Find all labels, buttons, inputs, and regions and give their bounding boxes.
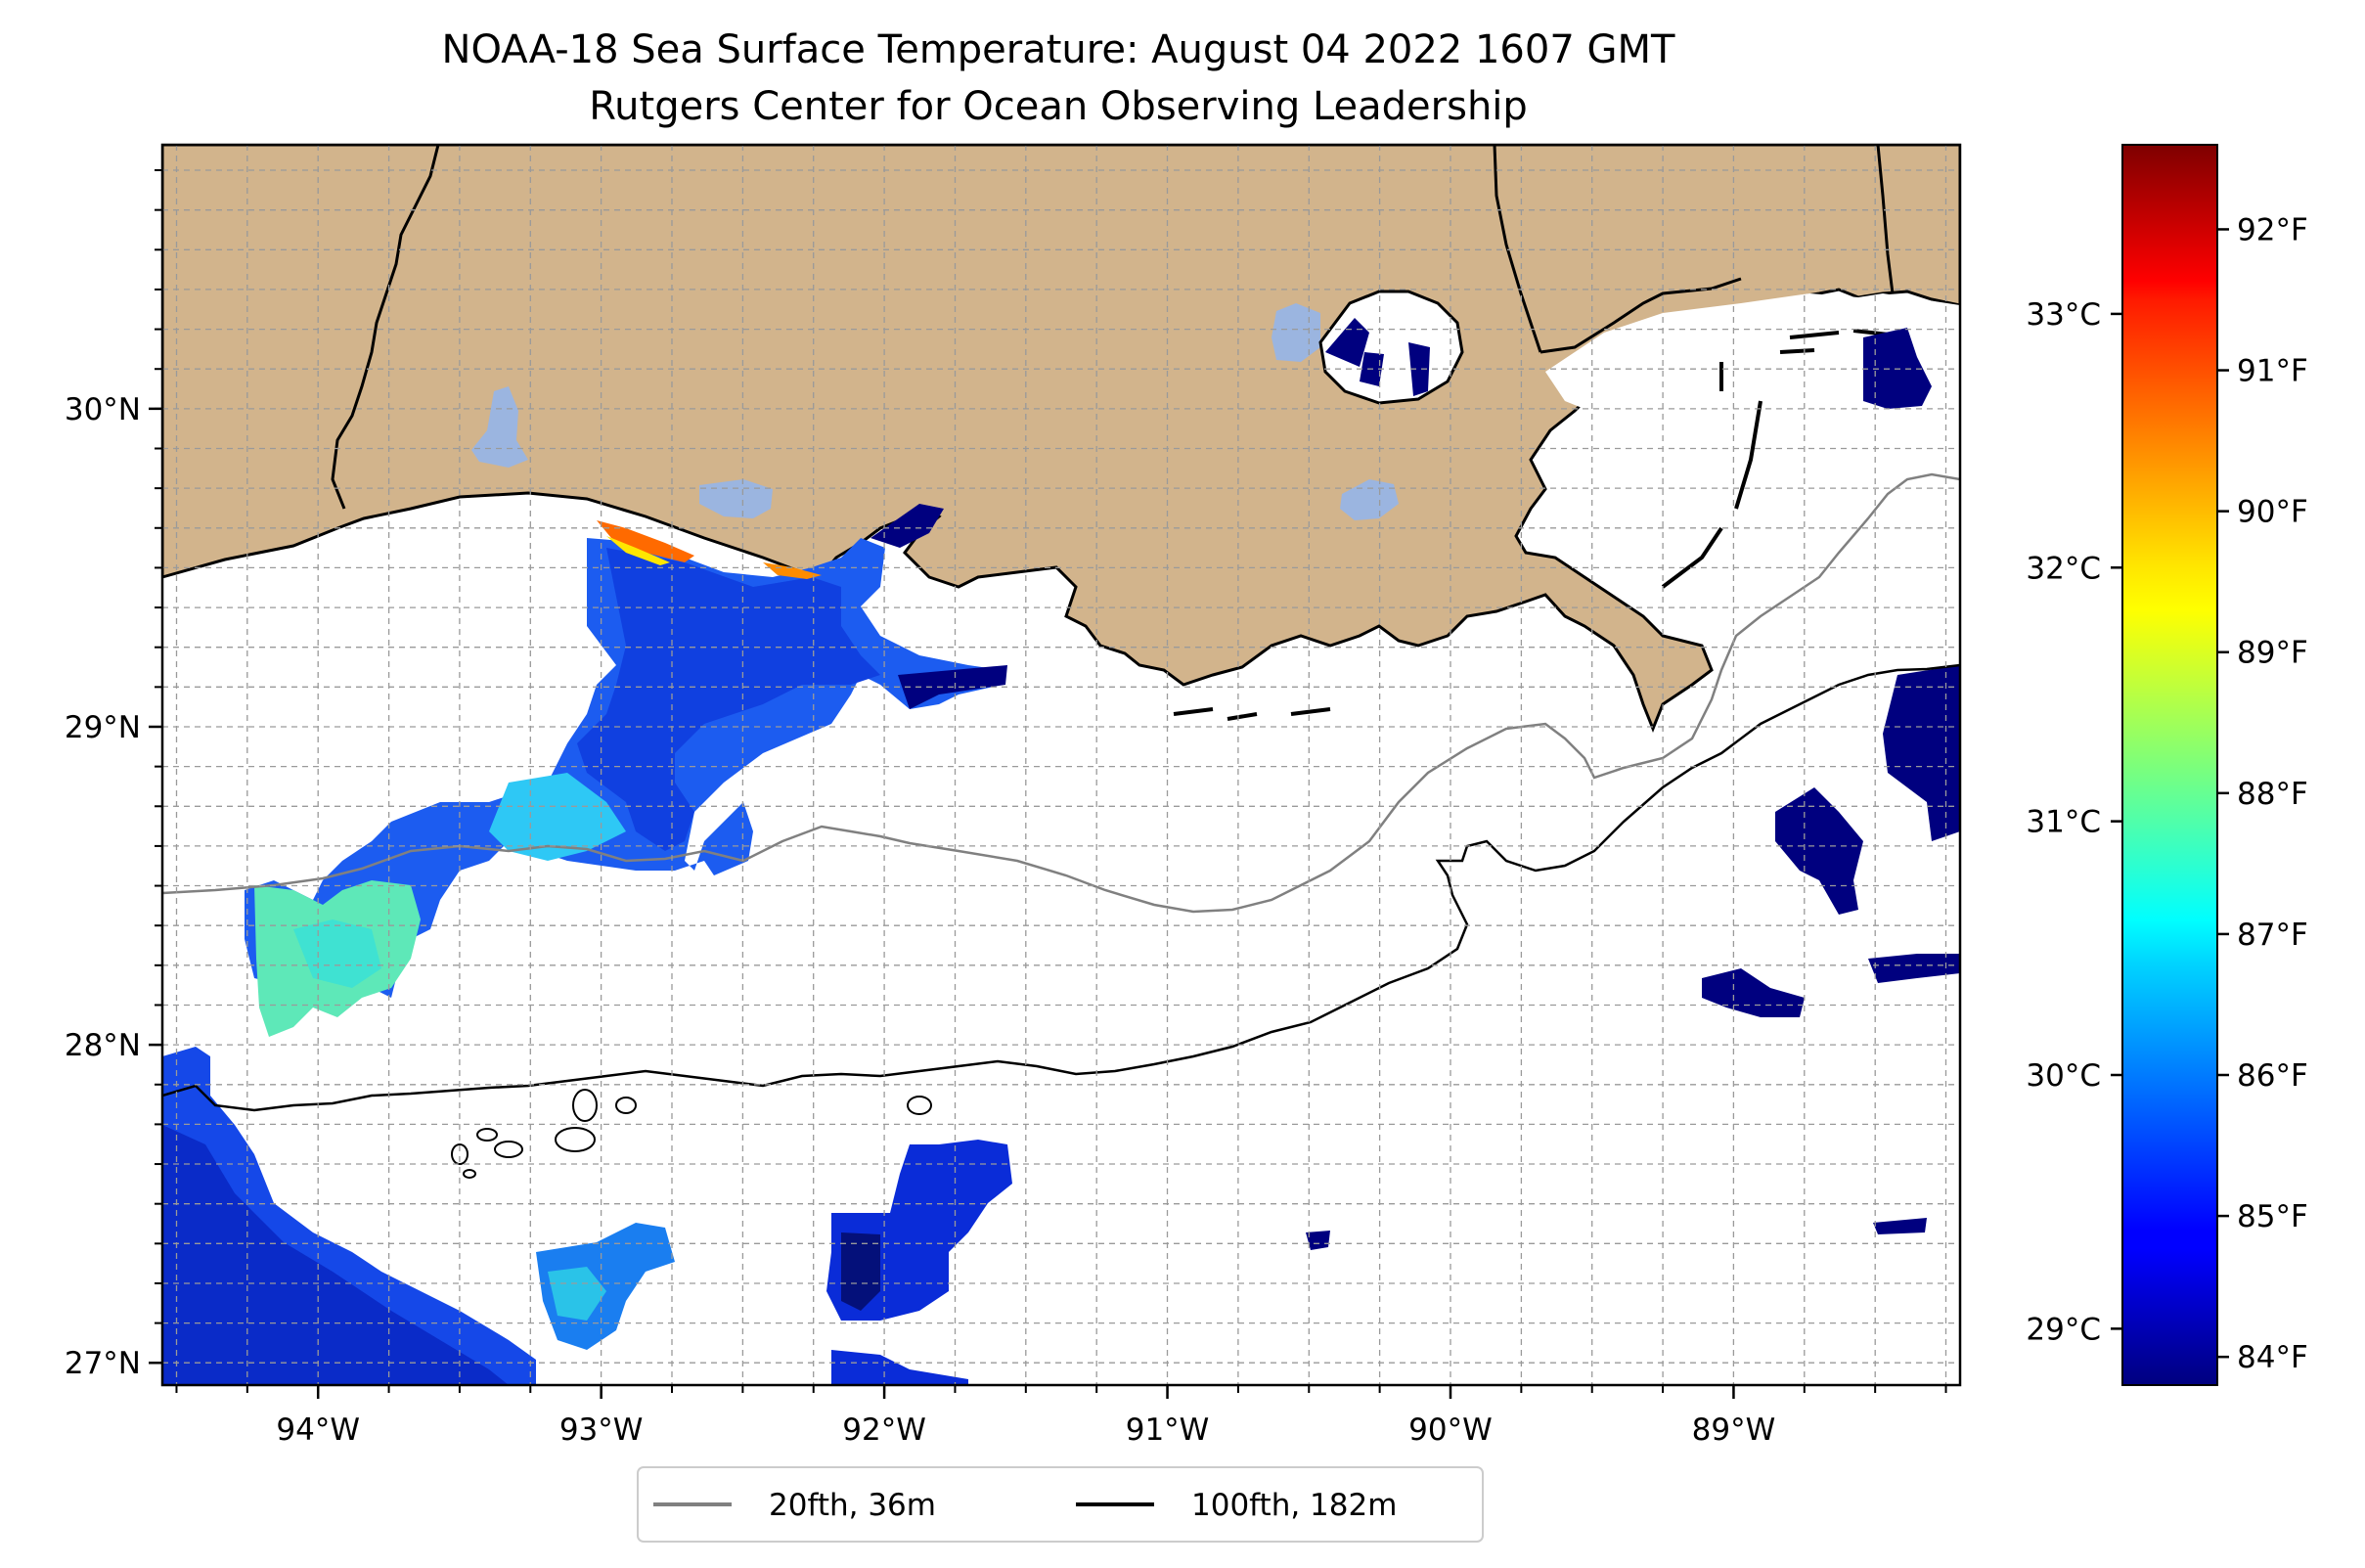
sst-swath-dark-patch-2 <box>870 504 944 548</box>
sst-swath-coastal-warm <box>597 520 694 562</box>
legend-label-100fth: 100fth, 182m <box>1191 1488 1397 1523</box>
map-panel <box>162 145 1960 1385</box>
legend: 20fth, 36m 100fth, 182m <box>637 1466 1484 1543</box>
colorbar-fahrenheit-axis: 92°F 91°F 90°F 89°F 88°F 87°F 86°F 85°F 84°F <box>2217 212 2308 1375</box>
sst-swath-east-dark-2 <box>1775 787 1863 915</box>
colorbar-f-tick-label: 85°F <box>2237 1199 2308 1234</box>
sst-swath-coastal-yellow <box>606 536 670 565</box>
sst-swath-east-dark-4 <box>1868 954 1960 983</box>
sst-swath-small-1 <box>1306 1231 1330 1250</box>
sst-swath-central-core <box>577 548 880 851</box>
sst-swath-south-cyan <box>548 1267 606 1321</box>
contour-100fth-islands <box>451 1089 932 1179</box>
sst-swath-south-center-dark <box>841 1232 880 1311</box>
colorbar-f-tick-label: 91°F <box>2237 354 2308 389</box>
state-borders <box>331 145 1895 510</box>
sst-swath-pontchartrain <box>1325 318 1430 396</box>
sst-swath-east-dark-5 <box>1863 328 1932 409</box>
lat-tick-label: 28°N <box>65 1028 141 1063</box>
lon-axis: 94°W 93°W 92°W 91°W 90°W 89°W <box>175 1385 1947 1448</box>
colorbar-c-tick-label: 32°C <box>2026 551 2101 586</box>
colorbar-celsius-axis: 33°C 32°C 31°C 30°C 29°C <box>2026 297 2122 1347</box>
lake-sabine <box>471 386 528 468</box>
sst-swath-lowerwest-core <box>162 1125 509 1385</box>
colorbar-f-tick-label: 84°F <box>2237 1340 2308 1375</box>
colorbar-c-tick-label: 33°C <box>2026 297 2101 333</box>
colorbar-c-tick-label: 31°C <box>2026 805 2101 840</box>
contour-20fth <box>162 472 1960 914</box>
lake-calcasieu <box>699 479 773 518</box>
gridlines <box>162 145 1960 1385</box>
sst-swath-west-green-2 <box>293 919 381 988</box>
colorbar-f-tick-label: 88°F <box>2237 777 2308 812</box>
lon-tick-label: 94°W <box>276 1412 360 1448</box>
colorbar-f-tick-label: 89°F <box>2237 636 2308 671</box>
lat-tick-label: 29°N <box>65 710 141 745</box>
lon-tick-label: 91°W <box>1126 1412 1210 1448</box>
colorbar-c-tick-label: 30°C <box>2026 1058 2101 1094</box>
colorbar-f-tick-label: 92°F <box>2237 212 2308 247</box>
title-line-1: NOAA-18 Sea Surface Temperature: August … <box>442 27 1675 72</box>
lat-tick-label: 27°N <box>65 1346 141 1381</box>
contour-100fth <box>162 663 1960 1112</box>
lat-tick-label: 30°N <box>65 392 141 427</box>
colorbar-f-tick-label: 90°F <box>2237 495 2308 530</box>
lake-maurepas <box>1272 303 1320 362</box>
legend-label-20fth: 20fth, 36m <box>769 1488 936 1523</box>
colorbar-f-tick-label: 87°F <box>2237 918 2308 953</box>
sst-swath-west-cyan <box>489 773 626 861</box>
lon-tick-label: 89°W <box>1692 1412 1776 1448</box>
sst-swath-small-2 <box>1873 1218 1927 1234</box>
map-frame <box>160 143 1962 1387</box>
colorbar <box>2121 144 2218 1386</box>
sst-swath-south-mid <box>536 1223 675 1350</box>
colorbar-f-tick-label: 86°F <box>2237 1058 2308 1094</box>
lat-axis: 30°N 29°N 28°N 27°N <box>65 169 162 1381</box>
mississippi-sound <box>1545 293 1960 470</box>
legend-frame <box>637 1466 1484 1543</box>
lon-tick-label: 92°W <box>842 1412 926 1448</box>
lon-tick-label: 90°W <box>1408 1412 1493 1448</box>
lon-tick-label: 93°W <box>559 1412 644 1448</box>
sst-swath-south-bottom <box>831 1350 968 1385</box>
sst-swath-coastal-east <box>763 562 822 579</box>
lake-grand <box>1340 479 1399 520</box>
sst-swath-east-dark-1 <box>1883 665 1960 841</box>
title-line-2: Rutgers Center for Ocean Observing Leade… <box>589 84 1528 129</box>
colorbar-c-tick-label: 29°C <box>2026 1312 2101 1347</box>
